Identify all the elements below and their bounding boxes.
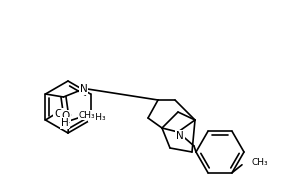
Text: CH₃: CH₃ xyxy=(89,113,106,122)
Text: CH₃: CH₃ xyxy=(79,111,95,119)
Text: O: O xyxy=(61,117,69,127)
Text: CH₃: CH₃ xyxy=(252,158,269,167)
Text: O: O xyxy=(61,111,69,121)
Text: N: N xyxy=(176,131,184,141)
Text: O: O xyxy=(54,109,62,119)
Text: H: H xyxy=(61,118,68,128)
Text: N: N xyxy=(80,84,87,94)
